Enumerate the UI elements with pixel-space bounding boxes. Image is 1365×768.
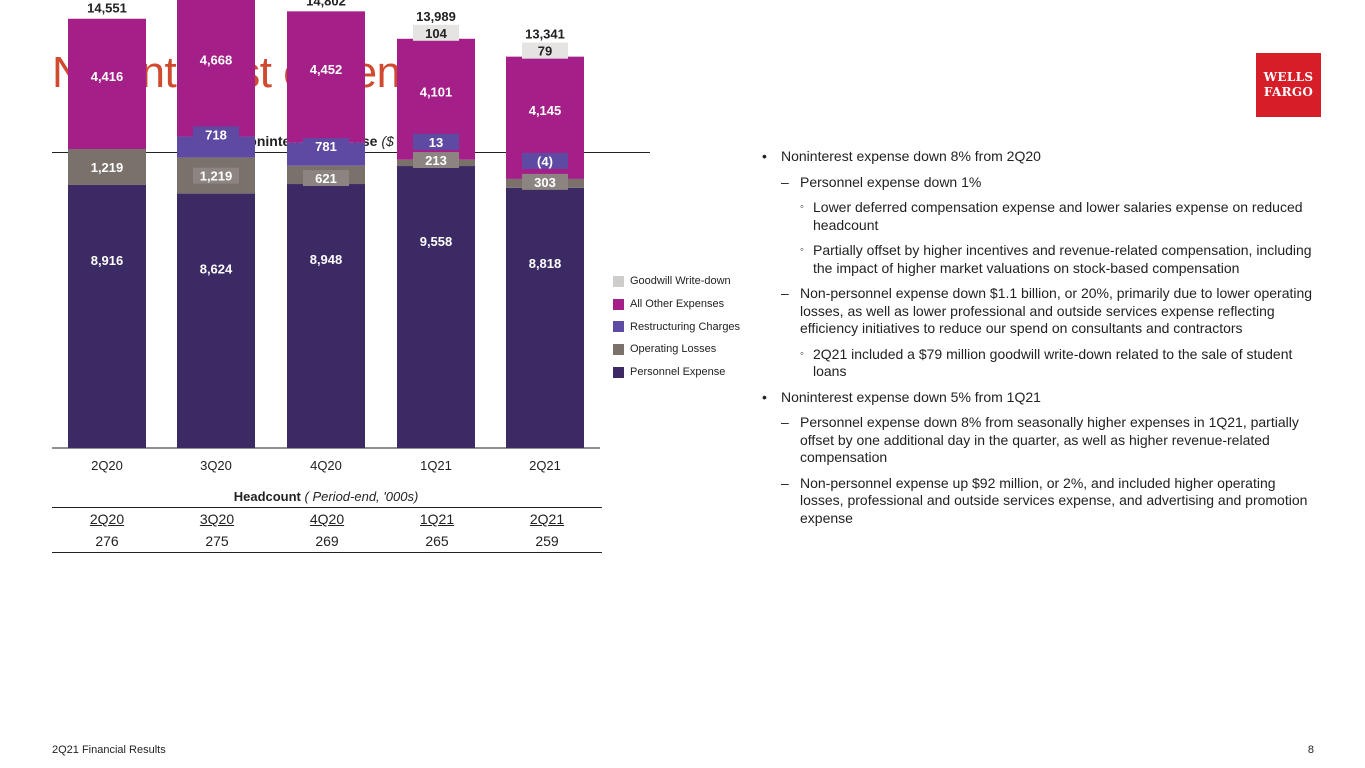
headcount-quarter: 1Q21 (419, 511, 455, 527)
bar-segment-personnel-expense (506, 187, 584, 448)
data-label-personnel-expense: 8,948 (310, 252, 343, 267)
legend-item: Operating Losses (613, 338, 740, 361)
data-label-personnel-expense: 8,818 (529, 256, 562, 271)
data-label-box (413, 133, 459, 150)
headcount-value: 275 (205, 533, 229, 549)
data-label-box (522, 173, 568, 190)
legend-item: All Other Expenses (613, 293, 740, 316)
logo-line-2: FARGO (1263, 85, 1314, 99)
bar-segment-all-other-expenses (177, 0, 255, 137)
bullet-item: Noninterest expense down 8% from 2Q20 (762, 148, 1322, 166)
legend-item: Goodwill Write-down (613, 270, 740, 293)
headcount-title: Headcount ( Period-end, '000s) (52, 489, 600, 504)
bar-segment-operating-losses (68, 149, 146, 185)
bar-segment-personnel-expense (68, 184, 146, 448)
data-label-box (193, 167, 239, 184)
page-number: 8 (1307, 744, 1314, 756)
headcount-title-text: Headcount (233, 489, 301, 504)
legend-label: Restructuring Charges (630, 320, 741, 333)
data-label-box (522, 42, 568, 59)
bar-segment-personnel-expense (177, 193, 255, 448)
logo-line-1: WELLS (1263, 70, 1314, 84)
x-tick-label: 1Q21 (420, 458, 452, 473)
data-label-box (303, 138, 349, 155)
data-label-restructuring-charges: 718 (205, 127, 227, 142)
bar-segment-personnel-expense (287, 184, 365, 448)
data-label-operating-losses: 1,219 (200, 169, 233, 184)
headcount-table: 2Q20 3Q20 4Q20 1Q21 2Q21 276 275 269 265… (52, 507, 602, 553)
legend-swatch (613, 366, 624, 378)
headcount-value: 269 (315, 533, 339, 549)
headcount-header-row: 2Q20 3Q20 4Q20 1Q21 2Q21 (52, 508, 602, 530)
data-label-personnel-expense: 9,558 (420, 234, 453, 249)
headcount-quarter: 2Q21 (529, 511, 565, 527)
legend-swatch (613, 298, 624, 310)
bar-segment-all-other-expenses (287, 11, 365, 143)
x-tick-label: 4Q20 (310, 458, 342, 473)
legend-label: Personnel Expense (630, 366, 726, 379)
data-label-restructuring-charges: (4) (537, 154, 553, 169)
bar-total-label: 14,551 (87, 1, 127, 16)
bullet-item: Personnel expense down 1% (762, 174, 1322, 192)
wells-fargo-logo: WELLS FARGO (1256, 53, 1321, 117)
headcount-title-note: ( Period-end, '000s) (304, 489, 419, 504)
headcount-quarter: 2Q20 (89, 511, 125, 527)
data-label-restructuring-charges: 781 (315, 139, 337, 154)
legend-swatch (613, 275, 624, 287)
legend-label: All Other Expenses (630, 298, 725, 311)
data-label-operating-losses: 621 (315, 171, 337, 186)
data-label-box (413, 24, 459, 41)
data-label-operating-losses: 303 (534, 175, 556, 190)
bar-total-label: 13,341 (525, 27, 565, 42)
data-label-goodwill-write-down: 79 (538, 44, 552, 59)
bar-segment-all-other-expenses (68, 18, 146, 150)
bullet-item: Non-personnel expense up $92 million, or… (762, 475, 1322, 528)
bar-total-label: 14,802 (306, 0, 346, 8)
bar-total-label: 13,989 (416, 9, 456, 24)
data-label-goodwill-write-down: 104 (425, 26, 447, 41)
bullet-item: Non-personnel expense down $1.1 billion,… (762, 285, 1322, 338)
legend-swatch (613, 343, 624, 355)
headcount-quarter: 3Q20 (199, 511, 235, 527)
legend-item: Personnel Expense (613, 361, 740, 384)
x-tick-label: 3Q20 (200, 458, 232, 473)
data-label-all-other-expenses: 4,416 (91, 69, 124, 84)
data-label-box (193, 126, 239, 143)
data-label-all-other-expenses: 4,668 (200, 53, 233, 68)
bullet-item: 2Q21 included a $79 million goodwill wri… (762, 346, 1322, 381)
footer-text: 2Q21 Financial Results (52, 744, 166, 756)
data-label-operating-losses: 213 (425, 153, 447, 168)
data-label-box (413, 152, 459, 169)
data-label-personnel-expense: 8,624 (200, 262, 233, 277)
data-label-box (303, 170, 349, 187)
bullet-item: Noninterest expense down 5% from 1Q21 (762, 389, 1322, 407)
headcount-value-row: 276 275 269 265 259 (52, 530, 602, 552)
headcount-quarter: 4Q20 (309, 511, 345, 527)
data-label-all-other-expenses: 4,101 (420, 84, 453, 99)
bullet-item: Partially offset by higher incentives an… (762, 242, 1322, 277)
data-label-box (522, 152, 568, 169)
data-label-all-other-expenses: 4,452 (310, 62, 343, 77)
legend-item: Restructuring Charges (613, 315, 740, 338)
x-tick-label: 2Q21 (529, 458, 561, 473)
data-label-personnel-expense: 8,916 (91, 253, 124, 268)
data-label-all-other-expenses: 4,145 (529, 103, 562, 118)
headcount-value: 276 (95, 533, 119, 549)
headcount-value: 265 (425, 533, 449, 549)
x-tick-label: 2Q20 (91, 458, 123, 473)
bullet-item: Lower deferred compensation expense and … (762, 199, 1322, 234)
bar-segment-personnel-expense (397, 166, 475, 448)
legend-swatch (613, 321, 624, 333)
legend-label: Goodwill Write-down (630, 275, 731, 288)
bullet-item: Personnel expense down 8% from seasonall… (762, 414, 1322, 467)
data-label-restructuring-charges: 13 (429, 135, 443, 150)
data-label-operating-losses: 1,219 (91, 160, 124, 175)
chart-legend: Goodwill Write-down All Other Expenses Res… (613, 270, 740, 383)
commentary-bullets: Noninterest expense down 8% from 2Q20 Pe… (762, 148, 1322, 535)
noninterest-expense-chart: 14,5512Q2015,2293Q2014,8024Q2013,9891Q21… (52, 0, 600, 473)
legend-label: Operating Losses (630, 343, 717, 356)
headcount-value: 259 (535, 533, 559, 549)
